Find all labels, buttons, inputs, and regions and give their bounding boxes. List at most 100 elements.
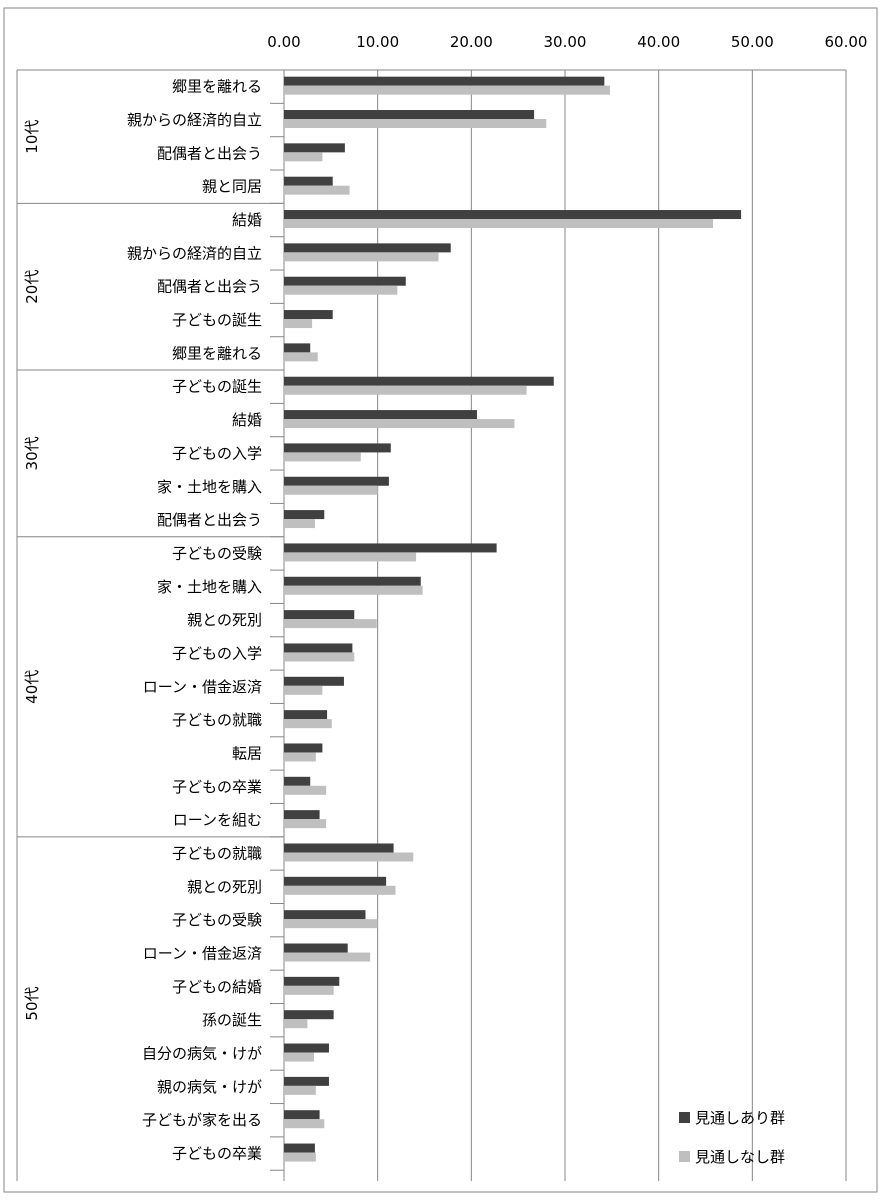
category-label: 結婚: [232, 211, 262, 229]
category-label: 子どもの就職: [172, 711, 262, 729]
bar-with-outlook: [284, 276, 406, 286]
bar-without-outlook: [284, 719, 332, 729]
category-label: 子どもの就職: [172, 844, 262, 862]
category-label: 結婚: [232, 411, 262, 429]
category-label: ローン・借金返済: [143, 945, 262, 963]
category-label: 親からの経済的自立: [127, 111, 262, 129]
category-label: 郷里を離れる: [172, 78, 262, 96]
group-labels: 10代 20代 30代 40代 50代: [23, 120, 41, 1021]
category-label: 親との死別: [187, 878, 262, 896]
legend-swatch: [679, 1151, 690, 1162]
bar-without-outlook: [284, 952, 371, 962]
bar-without-outlook: [284, 919, 378, 929]
bar-without-outlook: [284, 1052, 314, 1062]
x-tick-label: 20.00: [450, 33, 493, 51]
bar-with-outlook: [284, 810, 320, 820]
bar-with-outlook: [284, 510, 325, 520]
category-label: 子どもの受験: [172, 911, 262, 929]
bar-with-outlook: [284, 243, 451, 253]
bar-with-outlook: [284, 543, 497, 553]
chart-frame: [3, 7, 878, 1193]
bar-with-outlook: [284, 1043, 329, 1053]
x-tick-label: 40.00: [637, 33, 680, 51]
category-label: ローン・借金返済: [143, 678, 262, 696]
bar-with-outlook: [284, 410, 477, 420]
bar-with-outlook: [284, 76, 605, 86]
x-tick-label: 10.00: [356, 33, 399, 51]
category-label: 子どもの結婚: [172, 978, 262, 996]
category-label: 孫の誕生: [202, 1011, 262, 1029]
group-label: 50代: [23, 986, 41, 1020]
bar-with-outlook: [284, 343, 311, 353]
bar-without-outlook: [284, 585, 423, 595]
bar-without-outlook: [284, 419, 515, 429]
bar-without-outlook: [284, 785, 327, 795]
bar-with-outlook: [284, 710, 328, 720]
bar-without-outlook: [284, 1019, 308, 1029]
bar-without-outlook: [284, 1119, 325, 1129]
bar-without-outlook: [284, 285, 398, 295]
category-label: 配偶者と出会う: [157, 511, 262, 529]
bar-without-outlook: [284, 852, 414, 862]
bar-with-outlook: [284, 1076, 329, 1086]
bar-without-outlook: [284, 552, 417, 562]
category-label: 自分の病気・けが: [142, 1045, 262, 1063]
bar-with-outlook: [284, 643, 353, 653]
bar-without-outlook: [284, 219, 713, 229]
category-label: 親と同居: [202, 178, 262, 196]
bar-with-outlook: [284, 743, 323, 753]
bar-with-outlook: [284, 476, 389, 486]
bar-without-outlook: [284, 885, 396, 895]
legend-label: 見通しなし群: [695, 1148, 785, 1166]
bar-without-outlook: [284, 685, 323, 695]
category-label: 家・土地を購入: [157, 478, 262, 496]
category-label: 子どもの入学: [172, 444, 262, 462]
x-tick-label: 60.00: [825, 33, 868, 51]
group-label: 30代: [23, 436, 41, 470]
category-label: 親との死別: [187, 611, 262, 629]
bar-with-outlook: [284, 576, 421, 586]
bar-without-outlook: [284, 519, 315, 529]
bars: [284, 76, 742, 1162]
bar-with-outlook: [284, 910, 366, 920]
category-label: 子どもの卒業: [172, 1145, 262, 1163]
category-label: 子どもの受験: [172, 544, 262, 562]
category-label: 子どもの誕生: [172, 378, 262, 396]
bar-with-outlook: [284, 1110, 320, 1120]
category-label: 親の病気・けが: [157, 1078, 262, 1096]
bar-with-outlook: [284, 843, 394, 853]
category-label: 家・土地を購入: [157, 578, 262, 596]
category-label: 郷里を離れる: [172, 344, 262, 362]
bar-with-outlook: [284, 443, 391, 453]
bar-without-outlook: [284, 985, 334, 995]
bar-with-outlook: [284, 676, 344, 686]
bar-with-outlook: [284, 1010, 334, 1020]
bar-without-outlook: [284, 819, 327, 829]
bar-without-outlook: [284, 319, 313, 329]
bar-without-outlook: [284, 352, 318, 362]
bar-with-outlook: [284, 210, 742, 220]
category-label: 配偶者と出会う: [157, 144, 262, 162]
bar-with-outlook: [284, 876, 387, 886]
x-tick-label: 30.00: [544, 33, 587, 51]
category-label: ローンを組む: [173, 811, 262, 829]
bar-without-outlook: [284, 452, 361, 462]
x-tick-label: 50.00: [731, 33, 774, 51]
category-labels: 郷里を離れる親からの経済的自立配偶者と出会う親と同居結婚親からの経済的自立配偶者…: [127, 78, 262, 1163]
bar-with-outlook: [284, 976, 340, 986]
bar-with-outlook: [284, 943, 348, 953]
category-label: 転居: [232, 744, 262, 762]
bar-without-outlook: [284, 85, 610, 95]
category-label: 子どもが家を出る: [142, 1111, 262, 1129]
bar-with-outlook: [284, 1143, 315, 1153]
bar-without-outlook: [284, 652, 355, 662]
bar-with-outlook: [284, 143, 345, 153]
bar-with-outlook: [284, 776, 311, 786]
group-label: 20代: [23, 270, 41, 304]
bar-without-outlook: [284, 185, 350, 195]
category-label: 子どもの入学: [172, 644, 262, 662]
bar-without-outlook: [284, 485, 378, 495]
gridlines: [16, 69, 847, 1181]
bar-without-outlook: [284, 1152, 316, 1162]
